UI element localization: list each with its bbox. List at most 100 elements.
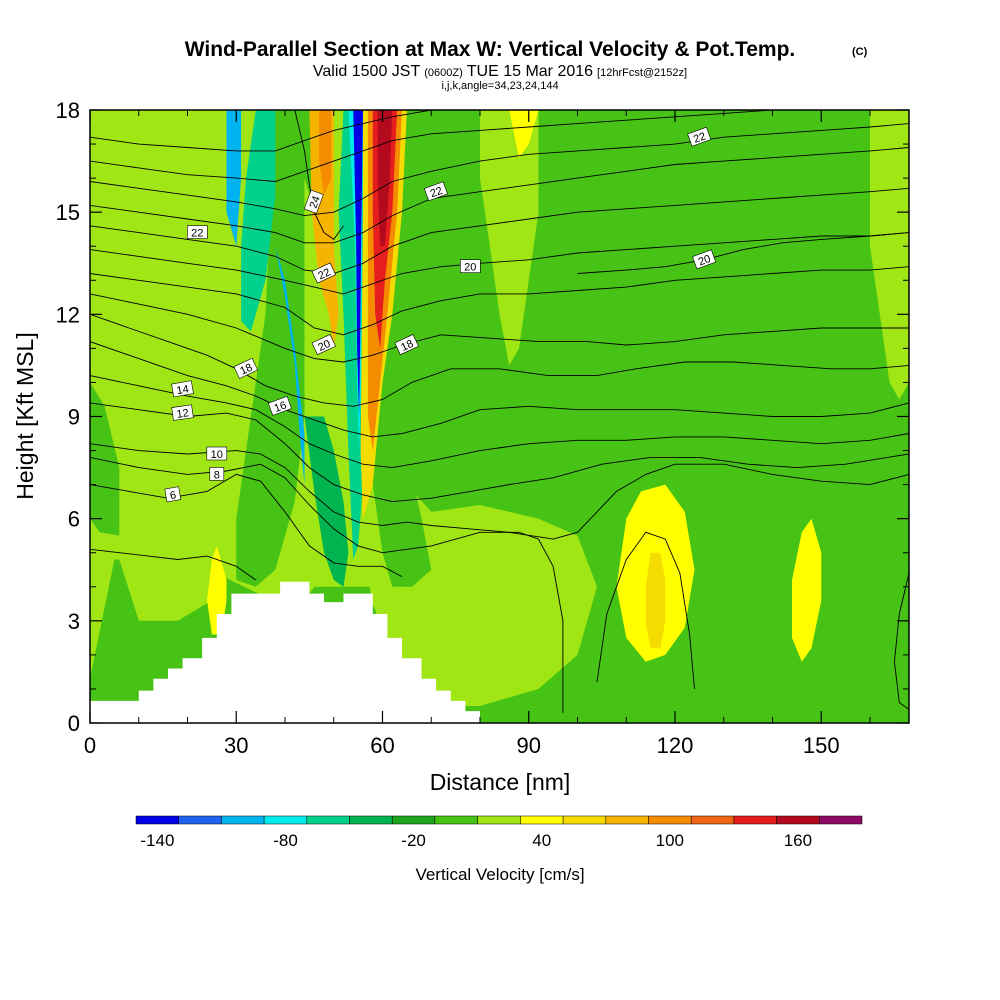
colorbar-swatch-8 [477, 815, 521, 825]
velocity-region-8 [558, 110, 597, 281]
theta-label-3: 12 [171, 404, 194, 421]
theta-label-text: 20 [464, 262, 476, 274]
velocity-region-26 [319, 110, 332, 196]
colorbar-swatch-11 [605, 815, 649, 825]
theta-contour-8 [90, 266, 909, 336]
theta-label-box [459, 259, 481, 274]
colorbar-swatch-12 [648, 815, 692, 825]
x-tick-label: 0 [84, 733, 96, 758]
colorbar: -140 -80 -20 40 100 160 [135, 815, 863, 850]
theta-contour-18 [90, 548, 257, 581]
colorbar-label: Vertical Velocity [cm/s] [415, 865, 584, 884]
theta-label-15: 24 [303, 189, 324, 214]
theta-label-2: 10 [206, 446, 228, 461]
theta-contour-12 [90, 147, 909, 244]
theta-label-box [311, 334, 336, 356]
copyright-mark: (C) [852, 46, 868, 58]
theta-label-box [303, 189, 324, 214]
theta-label-1: 8 [209, 467, 225, 481]
theta-label-text: 6 [169, 489, 177, 502]
y-tick-label: 15 [56, 200, 80, 225]
theta-label-4: 14 [171, 380, 194, 398]
theta-label-text: 22 [692, 130, 708, 145]
y-axis-label: Height [Kft MSL] [12, 332, 38, 499]
colorbar-swatch-13 [690, 815, 735, 825]
theta-contour-11 [90, 187, 909, 274]
theta-label-box [311, 262, 336, 284]
theta-label-8: 20 [311, 334, 336, 356]
colorbar-tick-label: -140 [140, 831, 174, 850]
x-tick-label: 150 [803, 733, 840, 758]
colorbar-swatch-4 [306, 815, 350, 825]
velocity-region-17 [241, 110, 276, 332]
theta-label-text: 18 [238, 362, 254, 378]
y-tick-label: 12 [56, 302, 80, 327]
theta-label-10: 20 [692, 249, 717, 270]
theta-label-text: 20 [697, 253, 713, 268]
theta-label-12: 22 [187, 225, 208, 240]
velocity-region-12 [509, 110, 539, 158]
colorbar-swatch-7 [434, 815, 478, 825]
x-tick-label: 60 [370, 733, 394, 758]
theta-label-text: 14 [176, 383, 190, 397]
theta-contour-19 [596, 531, 695, 689]
theta-contour-7 [90, 293, 909, 363]
theta-label-box [692, 249, 717, 270]
velocity-region-11 [870, 110, 909, 400]
theta-label-text: 12 [176, 407, 190, 421]
velocity-region-16 [645, 552, 666, 649]
x-axis-label: Distance [nm] [430, 769, 571, 795]
colorbar-swatch-6 [391, 815, 436, 825]
velocity-region-23 [353, 110, 363, 417]
terrain-mask [90, 581, 480, 723]
theta-contour-17 [90, 110, 432, 152]
y-tick-label: 9 [68, 405, 80, 430]
theta-label-box [423, 181, 448, 202]
theta-contour-10 [577, 232, 909, 274]
colorbar-swatch-10 [562, 815, 607, 825]
theta-label-text: 8 [214, 469, 220, 481]
theta-label-box [171, 380, 194, 398]
theta-contour-20 [893, 573, 909, 710]
y-tick-label: 3 [68, 609, 80, 634]
theta-label-box [171, 404, 194, 421]
colorbar-swatch-9 [520, 815, 564, 825]
velocity-region-25 [314, 212, 339, 349]
theta-label-text: 22 [191, 228, 203, 240]
subtitle-date: TUE 15 Mar 2016 [467, 63, 593, 80]
theta-contour-16 [90, 123, 578, 182]
theta-label-0: 6 [164, 486, 182, 503]
y-tick-label: 0 [68, 711, 80, 736]
colorbar-swatch-15 [776, 815, 820, 825]
chart-subtitle: Valid 1500 JST (0600Z) TUE 15 Mar 2016 [12h… [313, 63, 687, 80]
velocity-region-14 [792, 518, 822, 662]
velocity-region-15 [207, 545, 227, 635]
theta-label-11: 22 [311, 262, 336, 284]
theta-label-6: 18 [233, 357, 258, 379]
colorbar-tick-label: 160 [784, 831, 812, 850]
theta-label-7: 18 [394, 334, 419, 356]
theta-label-text: 16 [273, 400, 289, 415]
velocity-region-10 [480, 110, 539, 366]
grid-indices: i,j,k,angle=34,23,24,144 [441, 80, 558, 92]
theta-contour-3 [90, 402, 909, 503]
subtitle-forecast: [12hrFcst@2152z] [597, 67, 687, 79]
x-tick-label: 30 [224, 733, 248, 758]
colorbar-swatch-1 [178, 815, 222, 825]
colorbar-swatch-5 [349, 815, 393, 825]
theta-label-box [233, 357, 258, 379]
colorbar-tick-label: -20 [401, 831, 426, 850]
chart-title: Wind-Parallel Section at Max W: Vertical… [185, 38, 796, 61]
velocity-region-4 [236, 110, 305, 587]
theta-label-text: 10 [211, 449, 223, 461]
velocity-region-9 [689, 110, 792, 366]
theta-label-box [687, 126, 712, 147]
contour-labels: 6 8 10 12 14 16 18 18 20 20 20 22 22 22 22 24 [164, 126, 717, 503]
theta-label-box [267, 395, 292, 416]
colorbar-tick-label: -80 [273, 831, 298, 850]
colorbar-swatch-2 [221, 815, 265, 825]
theta-label-text: 24 [308, 194, 323, 210]
colorbar-swatch-14 [733, 815, 777, 825]
theta-label-text: 18 [399, 338, 415, 354]
